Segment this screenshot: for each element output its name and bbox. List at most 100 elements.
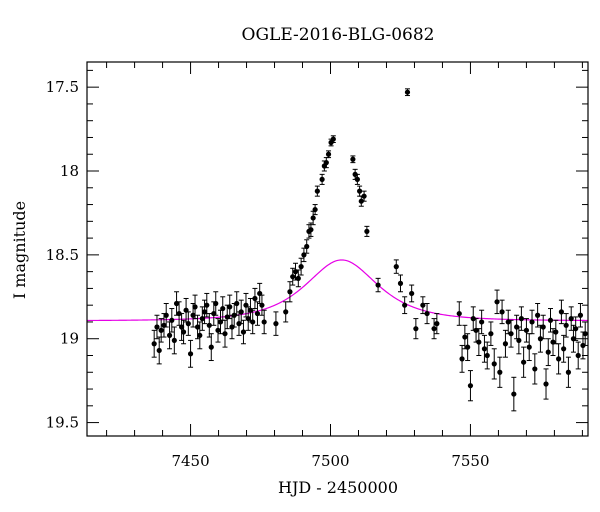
data-point	[494, 289, 500, 315]
data-point	[259, 294, 265, 316]
point-marker	[201, 309, 208, 315]
data-point	[573, 316, 579, 341]
data-point	[213, 291, 219, 316]
data-point	[234, 291, 240, 316]
point-marker	[532, 366, 538, 372]
point-marker	[582, 331, 588, 337]
data-point	[547, 308, 554, 333]
point-marker	[304, 243, 310, 250]
point-marker	[154, 324, 160, 330]
point-marker	[261, 319, 267, 325]
point-marker	[215, 327, 221, 333]
point-marker	[397, 280, 404, 286]
point-marker	[529, 319, 535, 325]
data-point	[543, 368, 549, 400]
point-marker	[518, 316, 524, 322]
point-marker	[521, 359, 527, 365]
point-marker	[179, 324, 185, 330]
data-point	[488, 321, 494, 346]
point-marker	[465, 344, 471, 350]
point-marker	[577, 312, 584, 318]
data-point	[558, 299, 565, 325]
data-point	[357, 185, 363, 197]
data-point	[156, 336, 162, 365]
point-marker	[176, 310, 182, 317]
point-marker	[476, 339, 482, 345]
point-marker	[254, 310, 261, 317]
data-point	[456, 301, 462, 326]
data-point	[261, 309, 267, 335]
data-point	[325, 150, 332, 159]
point-marker	[568, 316, 574, 322]
point-marker	[540, 324, 546, 330]
point-marker	[361, 193, 367, 199]
data-point	[206, 313, 212, 338]
y-tick-label: 19.5	[46, 414, 79, 432]
point-marker	[358, 198, 364, 204]
model-curve	[87, 259, 588, 322]
data-point	[314, 185, 320, 197]
point-marker	[556, 356, 562, 362]
data-point	[545, 338, 551, 367]
data-point	[227, 294, 233, 320]
data-point	[459, 344, 465, 373]
data-point	[185, 311, 191, 336]
point-marker	[192, 304, 198, 310]
data-point	[473, 318, 479, 343]
data-point	[570, 324, 577, 353]
data-point	[568, 306, 574, 331]
point-marker	[151, 341, 157, 347]
point-marker	[462, 334, 468, 340]
data-point	[231, 303, 237, 328]
point-marker	[481, 346, 488, 352]
point-marker	[561, 346, 567, 352]
point-marker	[190, 312, 196, 318]
point-marker	[283, 309, 289, 315]
point-marker	[208, 344, 214, 350]
point-marker	[553, 329, 559, 335]
data-point	[354, 173, 360, 185]
point-marker	[231, 312, 237, 318]
point-marker	[250, 319, 256, 325]
point-marker	[456, 310, 462, 317]
data-point	[476, 328, 482, 356]
point-marker	[213, 300, 219, 307]
point-marker	[245, 316, 251, 322]
data-point	[301, 247, 307, 263]
point-marker	[310, 215, 316, 221]
data-point	[364, 225, 370, 237]
data-point	[330, 135, 336, 144]
point-marker	[424, 310, 430, 317]
data-point	[350, 155, 356, 164]
point-marker	[491, 361, 497, 367]
point-marker	[287, 289, 293, 295]
data-point	[518, 306, 524, 331]
point-marker	[547, 317, 554, 323]
point-marker	[312, 206, 318, 213]
data-point	[577, 303, 584, 328]
data-point	[187, 339, 194, 368]
point-marker	[459, 356, 465, 362]
point-marker	[273, 321, 279, 327]
data-point	[163, 303, 169, 328]
point-marker	[511, 391, 517, 397]
data-point	[238, 299, 244, 325]
data-point	[532, 353, 538, 385]
point-marker	[488, 331, 494, 337]
point-marker	[169, 317, 175, 323]
point-marker	[234, 300, 240, 307]
data-point	[582, 321, 588, 346]
data-point	[556, 343, 562, 375]
point-marker	[259, 302, 265, 308]
y-axis-label: I magnitude	[10, 201, 29, 299]
point-marker	[573, 326, 579, 332]
point-marker	[364, 228, 370, 234]
data-point	[197, 321, 203, 350]
data-point	[393, 259, 399, 274]
data-point	[413, 318, 419, 340]
data-point	[222, 319, 228, 348]
point-marker	[227, 304, 233, 310]
point-marker	[325, 151, 332, 157]
data-point	[550, 328, 556, 356]
data-point	[192, 294, 198, 320]
